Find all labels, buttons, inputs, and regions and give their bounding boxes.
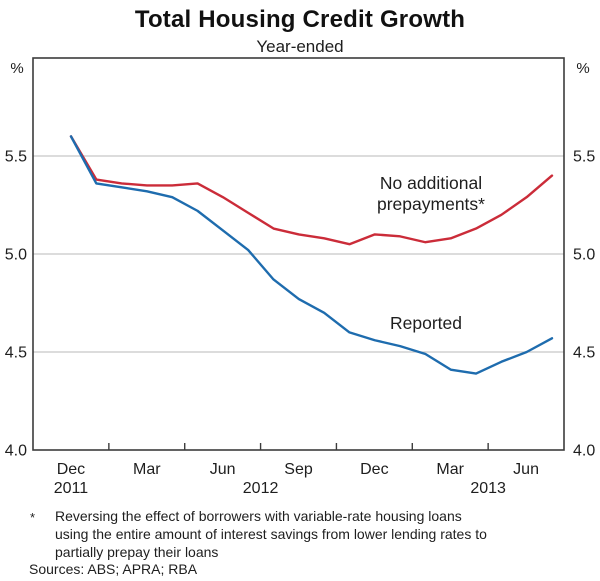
y-axis-unit-left: % [10, 60, 23, 77]
series-label-no-additional-prepayments: No additional [380, 173, 482, 193]
footnote-line: using the entire amount of interest savi… [55, 526, 487, 542]
x-axis-year-label: 2011 [54, 480, 89, 497]
plot-frame [32, 57, 565, 451]
footnote-marker: * [30, 510, 36, 525]
sources-line: Sources: ABS; APRA; RBA [29, 561, 198, 577]
x-axis-label: Mar [436, 461, 464, 478]
x-axis-label: Mar [133, 461, 161, 478]
x-axis-label: Jun [513, 461, 539, 478]
x-axis-label: Jun [210, 461, 236, 478]
series-label-no-additional-prepayments: prepayments* [377, 194, 485, 214]
y-axis-label-right: 5.0 [573, 247, 595, 264]
y-axis-label-left: 4.5 [5, 345, 27, 362]
footnote-line: partially prepay their loans [55, 544, 219, 560]
y-axis-label-right: 5.5 [573, 149, 595, 166]
series-line-no-additional-prepayments [69, 135, 554, 246]
series-label-reported: Reported [390, 313, 462, 333]
series-line-reported [69, 135, 554, 375]
x-axis-year-label: 2013 [470, 480, 506, 497]
y-axis-label-left: 4.0 [5, 443, 27, 460]
y-axis-label-right: 4.0 [573, 443, 595, 460]
chart-subtitle: Year-ended [256, 37, 344, 56]
y-axis-label-left: 5.0 [5, 247, 27, 264]
x-axis-label: Sep [284, 461, 313, 478]
footnote-line: Reversing the effect of borrowers with v… [55, 508, 462, 524]
x-axis-label: Dec [57, 461, 85, 478]
chart-title: Total Housing Credit Growth [134, 6, 466, 33]
y-axis-label-left: 5.5 [5, 149, 27, 166]
y-axis-label-right: 4.5 [573, 345, 595, 362]
footnote-text: Reversing the effect of borrowers with v… [55, 507, 487, 561]
y-axis-unit-right: % [576, 60, 589, 77]
x-axis-label: Dec [360, 461, 388, 478]
x-axis-year-label: 2012 [243, 480, 279, 497]
